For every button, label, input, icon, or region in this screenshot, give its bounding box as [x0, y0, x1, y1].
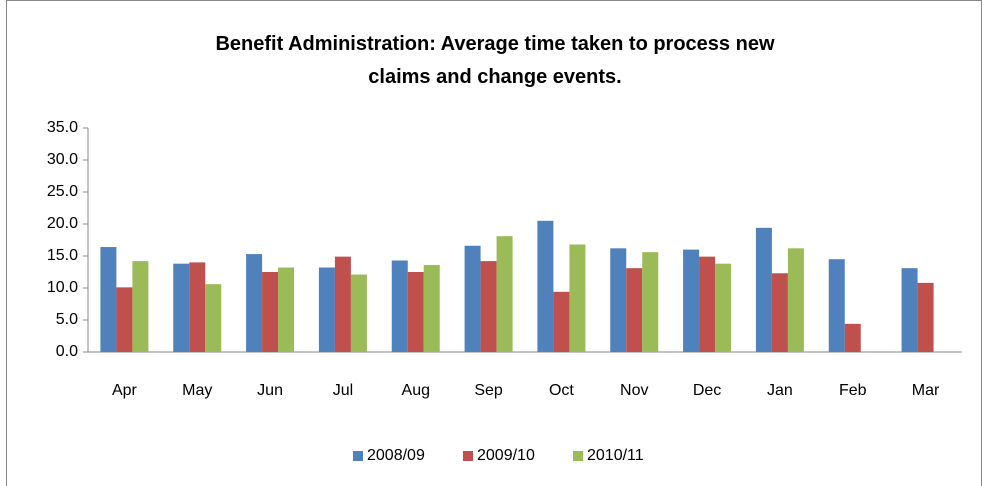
x-tick-label: Apr: [112, 382, 138, 399]
x-tick-label: Jan: [767, 382, 793, 399]
x-tick-label: Jun: [257, 382, 283, 399]
bar: [642, 252, 659, 352]
bar: [610, 248, 627, 352]
bar: [917, 282, 934, 352]
bar: [537, 220, 554, 352]
y-tick-label: 35.0: [47, 119, 78, 136]
bar: [391, 260, 408, 352]
bar: [246, 254, 263, 352]
bar: [173, 263, 190, 352]
legend-swatch: [573, 451, 583, 461]
y-tick-label: 15.0: [47, 247, 78, 264]
legend-label: 2008/09: [367, 447, 425, 464]
x-tick-label: Sep: [474, 382, 503, 399]
chart-border: [6, 0, 982, 486]
x-tick-label: Jul: [333, 382, 353, 399]
y-tick-label: 20.0: [47, 215, 78, 232]
y-tick-label: 25.0: [47, 183, 78, 200]
y-tick-label: 0.0: [56, 343, 78, 360]
bar: [496, 236, 513, 352]
legend-label: 2009/10: [477, 447, 535, 464]
bar: [350, 274, 367, 352]
bar: [407, 272, 424, 352]
x-tick-label: Oct: [549, 382, 574, 399]
x-tick-label: May: [182, 382, 212, 399]
bar: [262, 272, 279, 352]
x-tick-label: Aug: [402, 382, 430, 399]
bar: [569, 244, 586, 352]
legend-swatch: [353, 451, 363, 461]
bar: [480, 261, 497, 352]
x-tick-label: Nov: [620, 382, 648, 399]
bar: [334, 256, 351, 352]
x-tick-label: Dec: [693, 382, 721, 399]
x-tick-label: Feb: [839, 382, 867, 399]
bar: [132, 261, 149, 352]
bar: [116, 287, 133, 352]
bar: [683, 249, 700, 352]
bar: [844, 323, 861, 352]
bar: [626, 268, 643, 352]
bar: [828, 259, 845, 352]
bar: [755, 227, 772, 352]
bar: [715, 263, 732, 352]
bar: [423, 264, 440, 352]
bar: [901, 268, 918, 352]
bar: [205, 284, 222, 352]
bar: [464, 245, 481, 352]
bar: [699, 256, 716, 352]
y-tick-label: 5.0: [56, 311, 78, 328]
bar: [278, 267, 295, 352]
bar: [771, 273, 788, 352]
bar: [100, 247, 117, 352]
y-tick-label: 10.0: [47, 279, 78, 296]
bar: [553, 291, 570, 352]
x-tick-label: Mar: [912, 382, 940, 399]
y-tick-label: 30.0: [47, 151, 78, 168]
bar: [787, 248, 804, 352]
legend-swatch: [463, 451, 473, 461]
chart-title: Benefit Administration: Average time tak…: [215, 33, 775, 88]
bar: [318, 267, 335, 352]
bar: [189, 262, 206, 352]
legend-label: 2010/11: [587, 447, 644, 464]
